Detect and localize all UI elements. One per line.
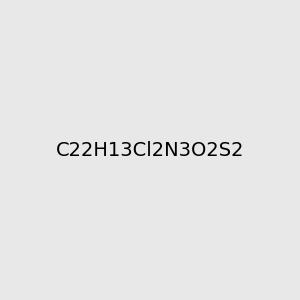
Text: C22H13Cl2N3O2S2: C22H13Cl2N3O2S2: [56, 140, 244, 160]
